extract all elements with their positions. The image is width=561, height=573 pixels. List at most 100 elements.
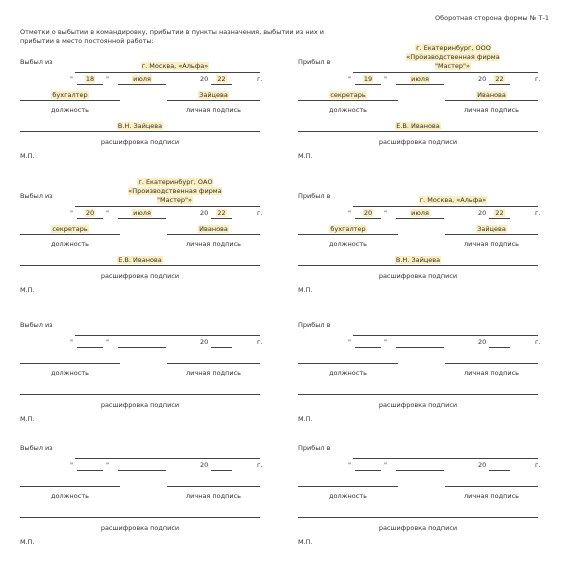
- century: 20: [478, 461, 487, 469]
- signature-caption: личная подпись: [463, 369, 520, 377]
- underline: [211, 218, 232, 219]
- trip-block: Выбыл из г. Москва, «Альфа» " 18 " июля 20 22 г.…: [20, 58, 262, 168]
- day-box: 20: [355, 209, 381, 218]
- full-name: Е.В. Иванова: [395, 122, 441, 130]
- position-caption: должность: [51, 492, 89, 500]
- year: 22: [216, 209, 227, 217]
- signature-box: Иванова: [445, 91, 538, 100]
- position-caption: должность: [51, 240, 89, 248]
- year-suffix: г.: [257, 209, 263, 217]
- underline: [75, 335, 260, 336]
- close-quote: ": [384, 338, 387, 346]
- underline: [445, 486, 538, 487]
- underline: [20, 100, 120, 101]
- underline: [445, 234, 538, 235]
- underline: [396, 84, 444, 85]
- close-quote: ": [106, 209, 109, 217]
- stamp: М.П.: [298, 152, 313, 160]
- underline: [20, 517, 260, 518]
- underline: [167, 100, 260, 101]
- open-quote: ": [348, 338, 351, 346]
- underline: [355, 347, 381, 348]
- underline: [211, 347, 232, 348]
- close-quote: ": [384, 209, 387, 217]
- month: июля: [132, 75, 152, 83]
- place: г. Москва, «Альфа»: [418, 196, 488, 204]
- position: секретарь: [329, 91, 367, 99]
- underline: [396, 347, 444, 348]
- position-box: бухгалтер: [298, 225, 398, 234]
- underline: [353, 72, 538, 73]
- position-box: секретарь: [20, 225, 120, 234]
- day-box: 19: [355, 75, 381, 84]
- month-box: июля: [396, 209, 444, 218]
- place-box: г. Москва, «Альфа»: [388, 196, 518, 205]
- day: 20: [84, 209, 96, 217]
- year-suffix: г.: [535, 338, 541, 346]
- underline: [75, 206, 260, 207]
- stamp: М.П.: [20, 152, 35, 160]
- month-box: июля: [396, 75, 444, 84]
- underline: [445, 363, 538, 364]
- underline: [167, 486, 260, 487]
- trip-block: Прибыл в г. Москва, «Альфа» " 20 " июля 20 22 г.…: [298, 192, 540, 302]
- block-label: Выбыл из: [20, 444, 53, 452]
- stamp: М.П.: [298, 538, 313, 546]
- year: 22: [494, 209, 505, 217]
- underline: [489, 218, 510, 219]
- signature: Иванова: [476, 91, 507, 99]
- block-label: Прибыл в: [298, 321, 331, 329]
- underline: [298, 100, 398, 101]
- year-box: 22: [211, 75, 232, 84]
- block-label: Выбыл из: [20, 321, 53, 329]
- underline: [20, 363, 120, 364]
- open-quote: ": [70, 338, 73, 346]
- place-box: г. Екатеринбург, ОАО «Производственная ф…: [110, 178, 240, 205]
- underline: [298, 363, 398, 364]
- signature-caption: личная подпись: [463, 106, 520, 114]
- signature-caption: личная подпись: [463, 240, 520, 248]
- underline: [118, 470, 166, 471]
- underline: [353, 458, 538, 459]
- position-caption: должность: [329, 369, 367, 377]
- signature-caption: личная подпись: [463, 492, 520, 500]
- block-label: Прибыл в: [298, 444, 331, 452]
- place: г. Екатеринбург, ОАО «Производственная ф…: [128, 178, 222, 204]
- name-caption: расшифровка подписи: [100, 272, 180, 280]
- day: 20: [362, 209, 374, 217]
- year-suffix: г.: [257, 461, 263, 469]
- century: 20: [478, 75, 487, 83]
- underline: [396, 470, 444, 471]
- underline: [489, 347, 510, 348]
- stamp: М.П.: [20, 415, 35, 423]
- underline: [167, 234, 260, 235]
- year-box: 22: [489, 75, 510, 84]
- signature-caption: личная подпись: [185, 106, 242, 114]
- position-caption: должность: [51, 106, 89, 114]
- signature-box: Иванова: [167, 225, 260, 234]
- full-name-box: Е.В. Иванова: [20, 256, 260, 265]
- year: 22: [216, 75, 227, 83]
- position-caption: должность: [329, 106, 367, 114]
- close-quote: ": [106, 75, 109, 83]
- underline: [298, 131, 538, 132]
- year-suffix: г.: [535, 461, 541, 469]
- block-label: Выбыл из: [20, 58, 53, 66]
- underline: [396, 218, 444, 219]
- underline: [489, 470, 510, 471]
- underline: [118, 218, 166, 219]
- underline: [211, 84, 232, 85]
- underline: [298, 265, 538, 266]
- underline: [298, 234, 398, 235]
- name-caption: расшифровка подписи: [378, 138, 458, 146]
- underline: [355, 84, 381, 85]
- block-label: Прибыл в: [298, 58, 331, 66]
- intro: Отметки о выбытии в командировку, прибыт…: [20, 28, 324, 45]
- place: г. Москва, «Альфа»: [140, 62, 210, 70]
- signature: Иванова: [198, 225, 229, 233]
- signature-caption: личная подпись: [185, 492, 242, 500]
- full-name: В.Н. Зайцева: [394, 256, 442, 264]
- underline: [75, 458, 260, 459]
- close-quote: ": [106, 338, 109, 346]
- underline: [20, 131, 260, 132]
